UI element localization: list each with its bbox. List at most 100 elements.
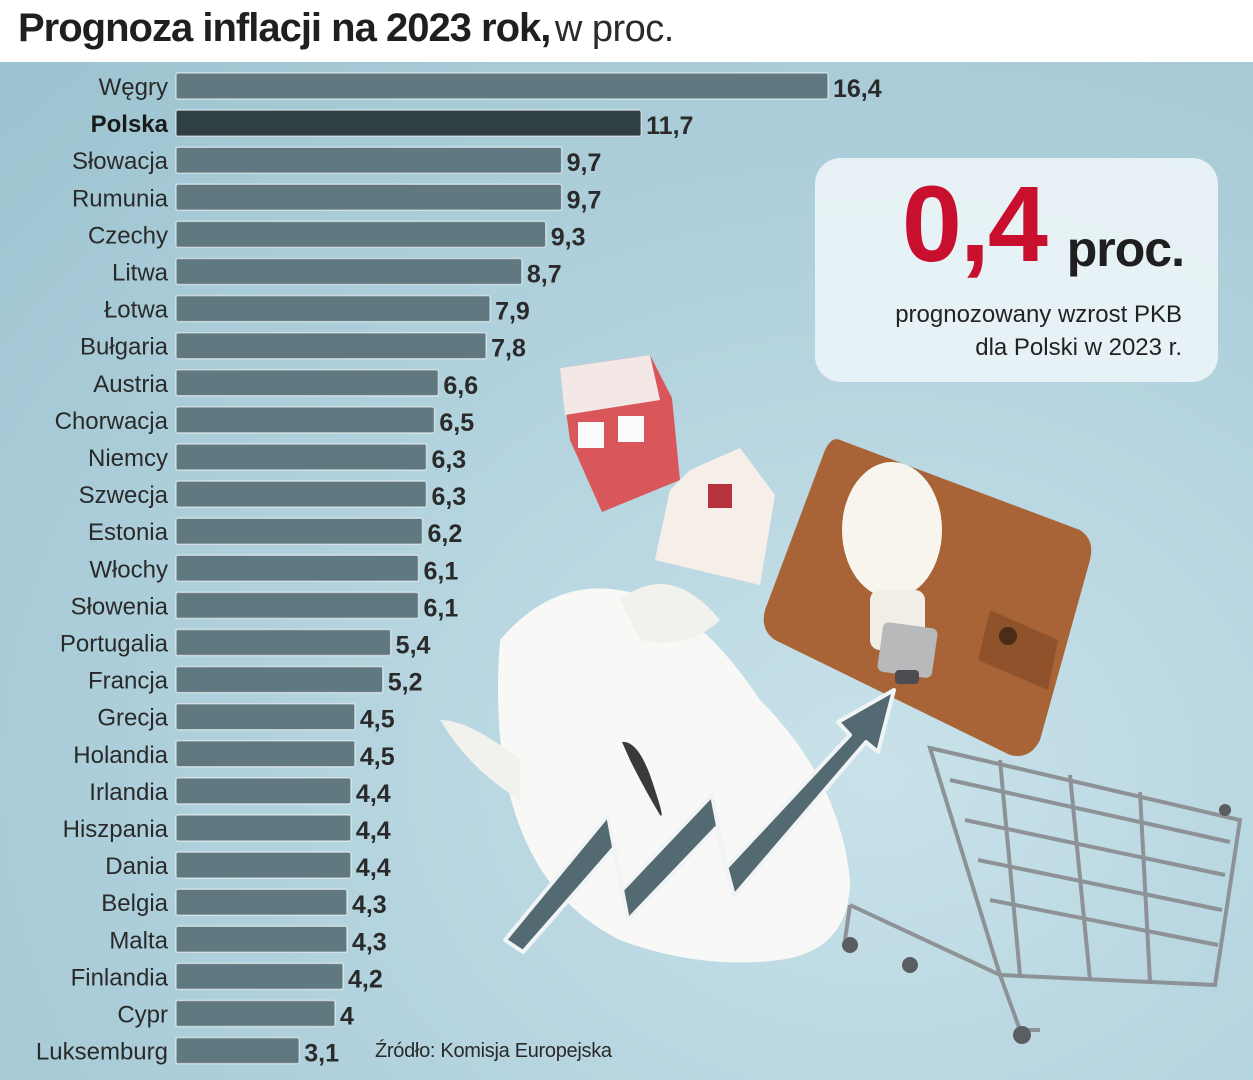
value-label: 8,7 (527, 261, 562, 289)
callout-unit: proc. (1066, 221, 1185, 277)
callout-description: prognozowany wzrost PKB dla Polski w 202… (822, 298, 1182, 364)
house-red-icon (560, 355, 680, 512)
category-label: Węgry (99, 74, 168, 101)
value-label: 4,2 (348, 965, 383, 993)
value-label: 4,3 (352, 928, 387, 956)
category-label: Litwa (112, 260, 169, 287)
value-label: 6,1 (424, 557, 459, 585)
callout-description-line-2: dla Polski w 2023 r. (975, 334, 1182, 361)
value-label: 7,8 (491, 335, 526, 363)
category-label: Niemcy (88, 445, 168, 472)
value-label: 4,5 (360, 706, 395, 734)
value-label: 4,4 (356, 780, 391, 808)
chart-title: Prognoza inflacji na 2023 rok, w proc. (18, 6, 674, 51)
value-label: 6,3 (431, 483, 466, 511)
bar-15 (175, 628, 392, 657)
category-label: Finlandia (71, 964, 169, 991)
category-label: Włochy (89, 556, 168, 583)
category-label: Rumunia (72, 185, 169, 212)
illustration (440, 355, 1243, 1044)
category-label: Grecja (97, 705, 168, 732)
value-label: 11,7 (646, 112, 693, 140)
bar-19 (175, 777, 352, 805)
category-label: Dania (105, 853, 168, 880)
source-note: Źródło: Komisja Europejska (375, 1040, 612, 1062)
category-label: Łotwa (104, 297, 169, 324)
light-bulb-icon (842, 462, 942, 684)
bar-7 (175, 331, 487, 360)
category-label: Czechy (88, 222, 168, 249)
value-label: 16,4 (833, 75, 882, 103)
bar-11 (175, 480, 428, 508)
value-label: 3,1 (304, 1040, 339, 1068)
bar-25 (175, 999, 336, 1028)
category-label: Chorwacja (55, 408, 169, 435)
value-label: 4,5 (360, 743, 395, 771)
bar-5 (175, 257, 523, 286)
bar-24 (175, 962, 344, 991)
bar-4 (175, 220, 547, 249)
value-label: 4,4 (356, 817, 391, 845)
bar-13 (175, 554, 420, 583)
chart-title-unit: w proc. (554, 8, 674, 50)
bars-layer: Węgry 16,4 Polska 11,7 Słowacja 9,7 Rumunia 9,7… (36, 72, 882, 1068)
value-label: 6,2 (427, 520, 462, 548)
category-label: Cypr (117, 1002, 168, 1029)
bar-9 (175, 406, 436, 434)
category-label: Luksemburg (36, 1039, 168, 1066)
category-label: Austria (93, 371, 168, 398)
value-label: 4,4 (356, 854, 391, 882)
category-label: Hiszpania (63, 816, 169, 843)
value-label: 7,9 (495, 298, 530, 326)
bar-6 (175, 294, 491, 323)
bar-1 (175, 109, 642, 137)
header: Prognoza inflacji na 2023 rok, w proc. (0, 0, 1253, 62)
bar-8 (175, 369, 440, 397)
category-label: Irlandia (89, 779, 168, 806)
category-label: Belgia (101, 890, 168, 917)
shopping-cart-icon (842, 745, 1243, 1044)
bar-26 (175, 1036, 300, 1065)
value-label: 4,3 (352, 891, 387, 919)
house-white-icon (655, 448, 775, 585)
value-label: 4 (340, 1003, 354, 1031)
category-label: Polska (91, 111, 169, 138)
category-label: Francja (88, 668, 169, 695)
bar-12 (175, 517, 424, 545)
chart-title-main: Prognoza inflacji na 2023 rok, (18, 6, 551, 50)
value-label: 6,6 (443, 372, 478, 400)
callout-description-line-1: prognozowany wzrost PKB (895, 301, 1182, 328)
bar-18 (175, 740, 356, 768)
category-label: Portugalia (60, 631, 169, 658)
callout-number: 0,4 (901, 163, 1048, 284)
category-label: Holandia (73, 742, 168, 769)
bar-16 (175, 665, 384, 694)
category-label: Szwecja (79, 482, 169, 509)
bar-17 (175, 702, 356, 731)
bar-22 (175, 888, 348, 916)
value-label: 6,5 (439, 409, 474, 437)
category-label: Malta (109, 927, 168, 954)
value-label: 5,4 (396, 632, 431, 660)
growth-arrow-icon (503, 688, 896, 954)
bar-23 (175, 925, 348, 954)
gdp-callout: 0,4 proc. prognozowany wzrost PKB dla Po… (815, 158, 1218, 382)
category-label: Słowacja (72, 148, 169, 175)
category-label: Bułgaria (80, 334, 169, 361)
value-label: 9,7 (567, 186, 602, 214)
bar-2 (175, 146, 563, 174)
bar-0 (175, 72, 829, 100)
bar-14 (175, 591, 420, 620)
category-label: Słowenia (71, 593, 169, 620)
category-label: Estonia (88, 519, 169, 546)
bar-20 (175, 814, 352, 842)
value-label: 5,2 (388, 669, 423, 697)
value-label: 6,1 (424, 594, 459, 622)
value-label: 9,7 (567, 149, 602, 177)
bar-10 (175, 443, 428, 471)
bar-3 (175, 183, 563, 212)
value-label: 9,3 (551, 223, 586, 251)
bar-21 (175, 851, 352, 879)
